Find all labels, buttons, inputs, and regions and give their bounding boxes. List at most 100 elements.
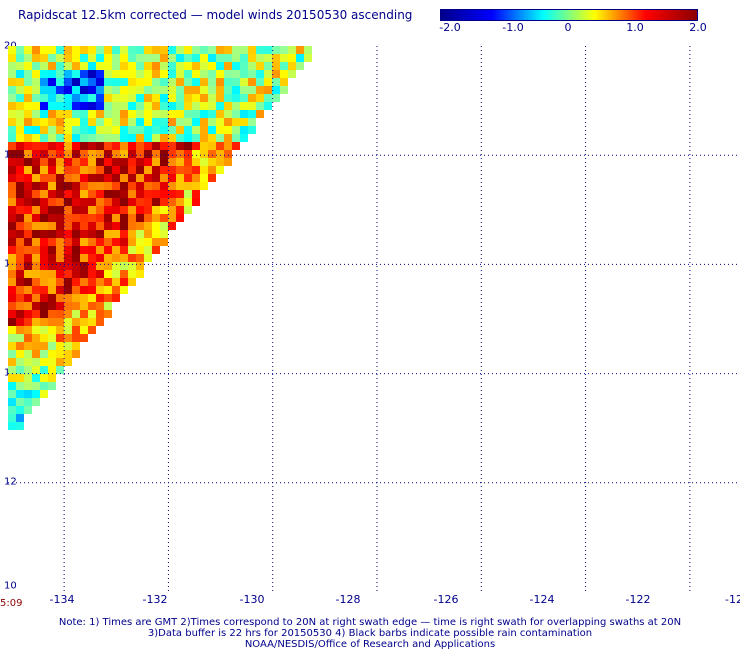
- wind-diff-cell: [80, 222, 88, 230]
- wind-diff-cell: [200, 102, 208, 110]
- wind-diff-cell: [112, 206, 120, 214]
- wind-diff-cell: [208, 70, 216, 78]
- wind-diff-cell: [232, 142, 240, 150]
- wind-diff-cell: [96, 166, 104, 174]
- wind-diff-cell: [248, 110, 256, 118]
- wind-diff-cell: [304, 54, 312, 62]
- wind-diff-cell: [8, 382, 16, 390]
- wind-diff-cell: [16, 134, 24, 142]
- wind-diff-cell: [80, 246, 88, 254]
- wind-diff-cell: [48, 94, 56, 102]
- wind-diff-cell: [112, 78, 120, 86]
- wind-diff-cell: [16, 406, 24, 414]
- wind-diff-cell: [152, 94, 160, 102]
- wind-diff-cell: [216, 78, 224, 86]
- wind-diff-cell: [16, 382, 24, 390]
- wind-diff-cell: [40, 366, 48, 374]
- wind-diff-cell: [64, 150, 72, 158]
- wind-diff-cell: [16, 166, 24, 174]
- wind-diff-cell: [128, 214, 136, 222]
- wind-diff-cell: [208, 110, 216, 118]
- wind-diff-cell: [176, 198, 184, 206]
- wind-diff-cell: [160, 142, 168, 150]
- wind-diff-cell: [56, 318, 64, 326]
- wind-diff-cell: [112, 294, 120, 302]
- wind-diff-cell: [240, 102, 248, 110]
- wind-diff-cell: [136, 134, 144, 142]
- wind-diff-cell: [96, 46, 104, 54]
- wind-diff-cell: [128, 182, 136, 190]
- lon-tick-124: -124: [529, 593, 555, 606]
- wind-diff-cell: [104, 198, 112, 206]
- wind-diff-cell: [144, 206, 152, 214]
- wind-diff-cell: [8, 310, 16, 318]
- wind-diff-cell: [232, 62, 240, 70]
- wind-diff-cell: [168, 118, 176, 126]
- wind-diff-cell: [56, 126, 64, 134]
- wind-diff-cell: [80, 174, 88, 182]
- wind-diff-cell: [208, 78, 216, 86]
- wind-diff-cell: [168, 126, 176, 134]
- wind-diff-cell: [144, 46, 152, 54]
- wind-diff-cell: [24, 54, 32, 62]
- wind-diff-cell: [16, 278, 24, 286]
- wind-diff-cell: [120, 158, 128, 166]
- wind-diff-cell: [192, 126, 200, 134]
- wind-diff-cell: [8, 358, 16, 366]
- wind-diff-cell: [96, 270, 104, 278]
- wind-diff-cell: [16, 326, 24, 334]
- wind-diff-cell: [176, 190, 184, 198]
- wind-diff-cell: [112, 286, 120, 294]
- wind-diff-cell: [120, 246, 128, 254]
- wind-diff-cell: [48, 78, 56, 86]
- wind-diff-cell: [24, 158, 32, 166]
- wind-diff-cell: [264, 102, 272, 110]
- wind-diff-cell: [112, 142, 120, 150]
- colorbar-label-neg1: -1.0: [502, 21, 524, 34]
- wind-diff-cell: [160, 126, 168, 134]
- wind-diff-cell: [40, 390, 48, 398]
- wind-diff-cell: [200, 70, 208, 78]
- wind-diff-cell: [32, 374, 40, 382]
- wind-diff-cell: [120, 166, 128, 174]
- wind-diff-cell: [192, 158, 200, 166]
- wind-diff-cell: [16, 342, 24, 350]
- wind-diff-cell: [128, 126, 136, 134]
- wind-diff-cell: [8, 126, 16, 134]
- wind-diff-cell: [168, 62, 176, 70]
- wind-diff-cell: [56, 262, 64, 270]
- wind-diff-cell: [152, 174, 160, 182]
- wind-diff-cell: [120, 190, 128, 198]
- wind-diff-cell: [48, 278, 56, 286]
- wind-diff-cell: [32, 246, 40, 254]
- wind-diff-cell: [48, 102, 56, 110]
- wind-diff-cell: [8, 174, 16, 182]
- wind-diff-cell: [8, 102, 16, 110]
- wind-diff-cell: [32, 358, 40, 366]
- wind-diff-cell: [208, 94, 216, 102]
- wind-diff-cell: [40, 94, 48, 102]
- wind-diff-cell: [80, 278, 88, 286]
- wind-diff-cell: [56, 70, 64, 78]
- wind-diff-cell: [192, 70, 200, 78]
- wind-diff-cell: [104, 286, 112, 294]
- wind-diff-cell: [184, 166, 192, 174]
- wind-diff-cell: [56, 238, 64, 246]
- wind-diff-cell: [128, 222, 136, 230]
- wind-diff-cell: [64, 190, 72, 198]
- wind-diff-cell: [80, 142, 88, 150]
- wind-diff-cell: [80, 102, 88, 110]
- wind-diff-cell: [152, 142, 160, 150]
- wind-diff-cell: [192, 46, 200, 54]
- wind-diff-cell: [152, 62, 160, 70]
- wind-diff-cell: [8, 278, 16, 286]
- wind-diff-cell: [168, 206, 176, 214]
- wind-diff-cell: [104, 102, 112, 110]
- wind-diff-cell: [56, 198, 64, 206]
- wind-diff-cell: [304, 46, 312, 54]
- wind-diff-cell: [136, 270, 144, 278]
- wind-diff-cell: [144, 54, 152, 62]
- wind-diff-cell: [144, 94, 152, 102]
- wind-diff-cell: [160, 206, 168, 214]
- wind-diff-cell: [32, 174, 40, 182]
